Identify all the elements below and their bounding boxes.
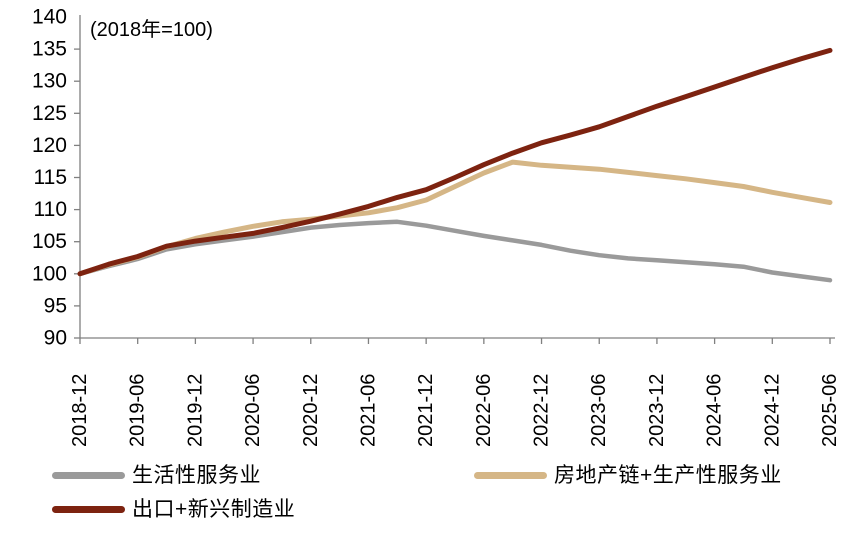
legend-row-1: 生活性服务业 房地产链+生产性服务业	[0, 458, 847, 492]
y-tick-label: 135	[32, 38, 67, 61]
x-tick-label: 2020-06	[242, 374, 264, 447]
series-line-exports-manufacturing	[77, 47, 833, 277]
x-tick-label: 2024-12	[761, 374, 783, 447]
chart-note: (2018年=100)	[90, 18, 213, 41]
legend-row-2: 出口+新兴制造业	[0, 492, 847, 526]
series-line-real-estate-chain	[77, 159, 833, 277]
x-tick-label: 2021-12	[415, 374, 437, 447]
x-tick-label: 2022-06	[473, 374, 495, 447]
y-tick-label: 120	[32, 134, 67, 157]
x-tick-label: 2019-06	[127, 374, 149, 447]
x-tick-label: 2023-06	[588, 374, 610, 447]
x-tick-label: 2025-06	[819, 374, 841, 447]
chart-legend: 生活性服务业 房地产链+生产性服务业 出口+新兴制造业	[0, 458, 847, 542]
x-tick-label: 2018-12	[69, 374, 91, 447]
x-tick-label: 2021-06	[357, 374, 379, 447]
y-tick-label: 100	[32, 262, 67, 285]
y-tick-label: 95	[44, 294, 67, 317]
x-tick-label: 2024-06	[704, 374, 726, 447]
y-tick-label: 130	[32, 70, 67, 93]
legend-item-real-estate-chain: 房地产链+生产性服务业	[474, 465, 782, 486]
legend-item-exports-manufacturing: 出口+新兴制造业	[52, 499, 474, 520]
y-tick-label: 110	[34, 198, 67, 221]
x-tick-label: 2019-12	[184, 374, 206, 447]
y-tick-label: 105	[32, 230, 67, 253]
legend-label-real-estate-chain: 房地产链+生产性服务业	[554, 463, 782, 487]
y-tick-label: 140	[32, 6, 67, 29]
consumer-services-line-swatch	[52, 471, 125, 479]
x-tick-label: 2022-12	[531, 374, 553, 447]
series-line-consumer-services	[77, 219, 833, 283]
legend-label-exports-manufacturing: 出口+新兴制造业	[132, 497, 296, 521]
y-tick-label: 125	[32, 102, 67, 125]
legend-label-consumer-services: 生活性服务业	[132, 463, 261, 487]
y-tick-label: 90	[44, 327, 67, 350]
y-tick-label: 115	[34, 166, 67, 189]
chart-canvas: 90 95 100 105 110 115 120 125 130 135 140 2018-12 20…	[32, 6, 841, 448]
x-tick-label: 2020-12	[300, 374, 322, 447]
real-estate-chain-line-swatch	[474, 471, 547, 479]
x-tick-label: 2023-12	[646, 374, 668, 447]
legend-item-consumer-services: 生活性服务业	[52, 465, 474, 486]
line-chart: 90 95 100 105 110 115 120 125 130 135 140 2018-12 20…	[32, 6, 841, 448]
exports-manufacturing-line-swatch	[52, 505, 125, 513]
